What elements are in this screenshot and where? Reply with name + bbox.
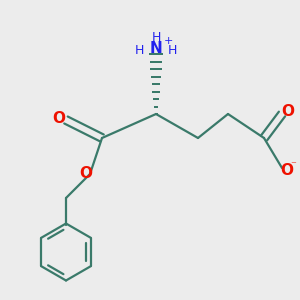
- Text: O: O: [281, 104, 294, 119]
- Text: H: H: [151, 31, 161, 44]
- Text: H: H: [135, 44, 144, 57]
- Text: +: +: [163, 36, 173, 46]
- Text: ⁻: ⁻: [290, 160, 296, 170]
- Text: O: O: [79, 167, 92, 182]
- Text: H: H: [168, 44, 177, 57]
- Text: O: O: [280, 163, 293, 178]
- Text: O: O: [52, 111, 65, 126]
- Text: N: N: [150, 41, 162, 56]
